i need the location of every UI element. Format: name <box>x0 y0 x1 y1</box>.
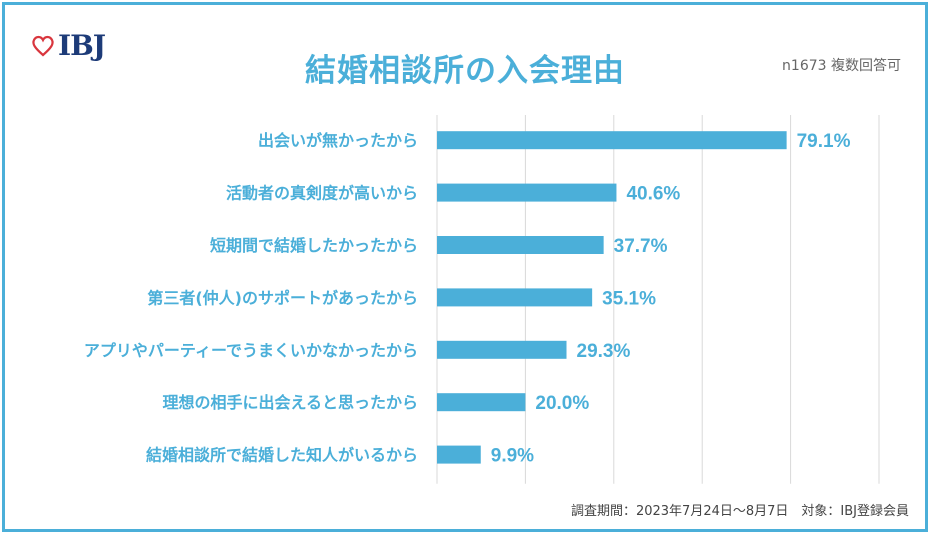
value-label: 79.1% <box>797 131 851 152</box>
category-label: 第三者(仲人)のサポートがあったから <box>147 288 418 307</box>
heart-icon <box>32 35 54 56</box>
bar <box>437 288 593 307</box>
category-label: アプリやパーティーでうまくいかなかったから <box>84 341 418 360</box>
category-label: 出会いが無かったから <box>258 131 418 150</box>
value-label: 37.7% <box>614 236 668 257</box>
chart-title: 結婚相談所の入会理由 <box>305 53 625 89</box>
value-label: 29.3% <box>577 341 631 362</box>
bar <box>437 445 481 464</box>
value-label: 40.6% <box>626 184 680 205</box>
logo-text: IBJ <box>58 29 106 62</box>
value-label: 20.0% <box>535 393 589 414</box>
bar <box>437 393 526 412</box>
category-label: 短期間で結婚したかったから <box>210 236 418 255</box>
bar <box>437 183 617 202</box>
bar <box>437 236 604 254</box>
logo: IBJ <box>31 29 106 62</box>
value-label: 35.1% <box>602 288 656 309</box>
survey-footnote: 調査期間：2023年7月24日～8月7日 対象：IBJ登録会員 <box>570 504 909 519</box>
value-label: 9.9% <box>491 446 534 467</box>
category-label: 結婚相談所で結婚した知人がいるから <box>146 446 418 465</box>
bar <box>437 131 787 150</box>
category-label: 活動者の真剣度が高いから <box>226 184 418 203</box>
category-label: 理想の相手に出会えると思ったから <box>162 393 418 412</box>
sample-note: n1673 複数回答可 <box>782 58 901 74</box>
bar <box>437 340 567 359</box>
